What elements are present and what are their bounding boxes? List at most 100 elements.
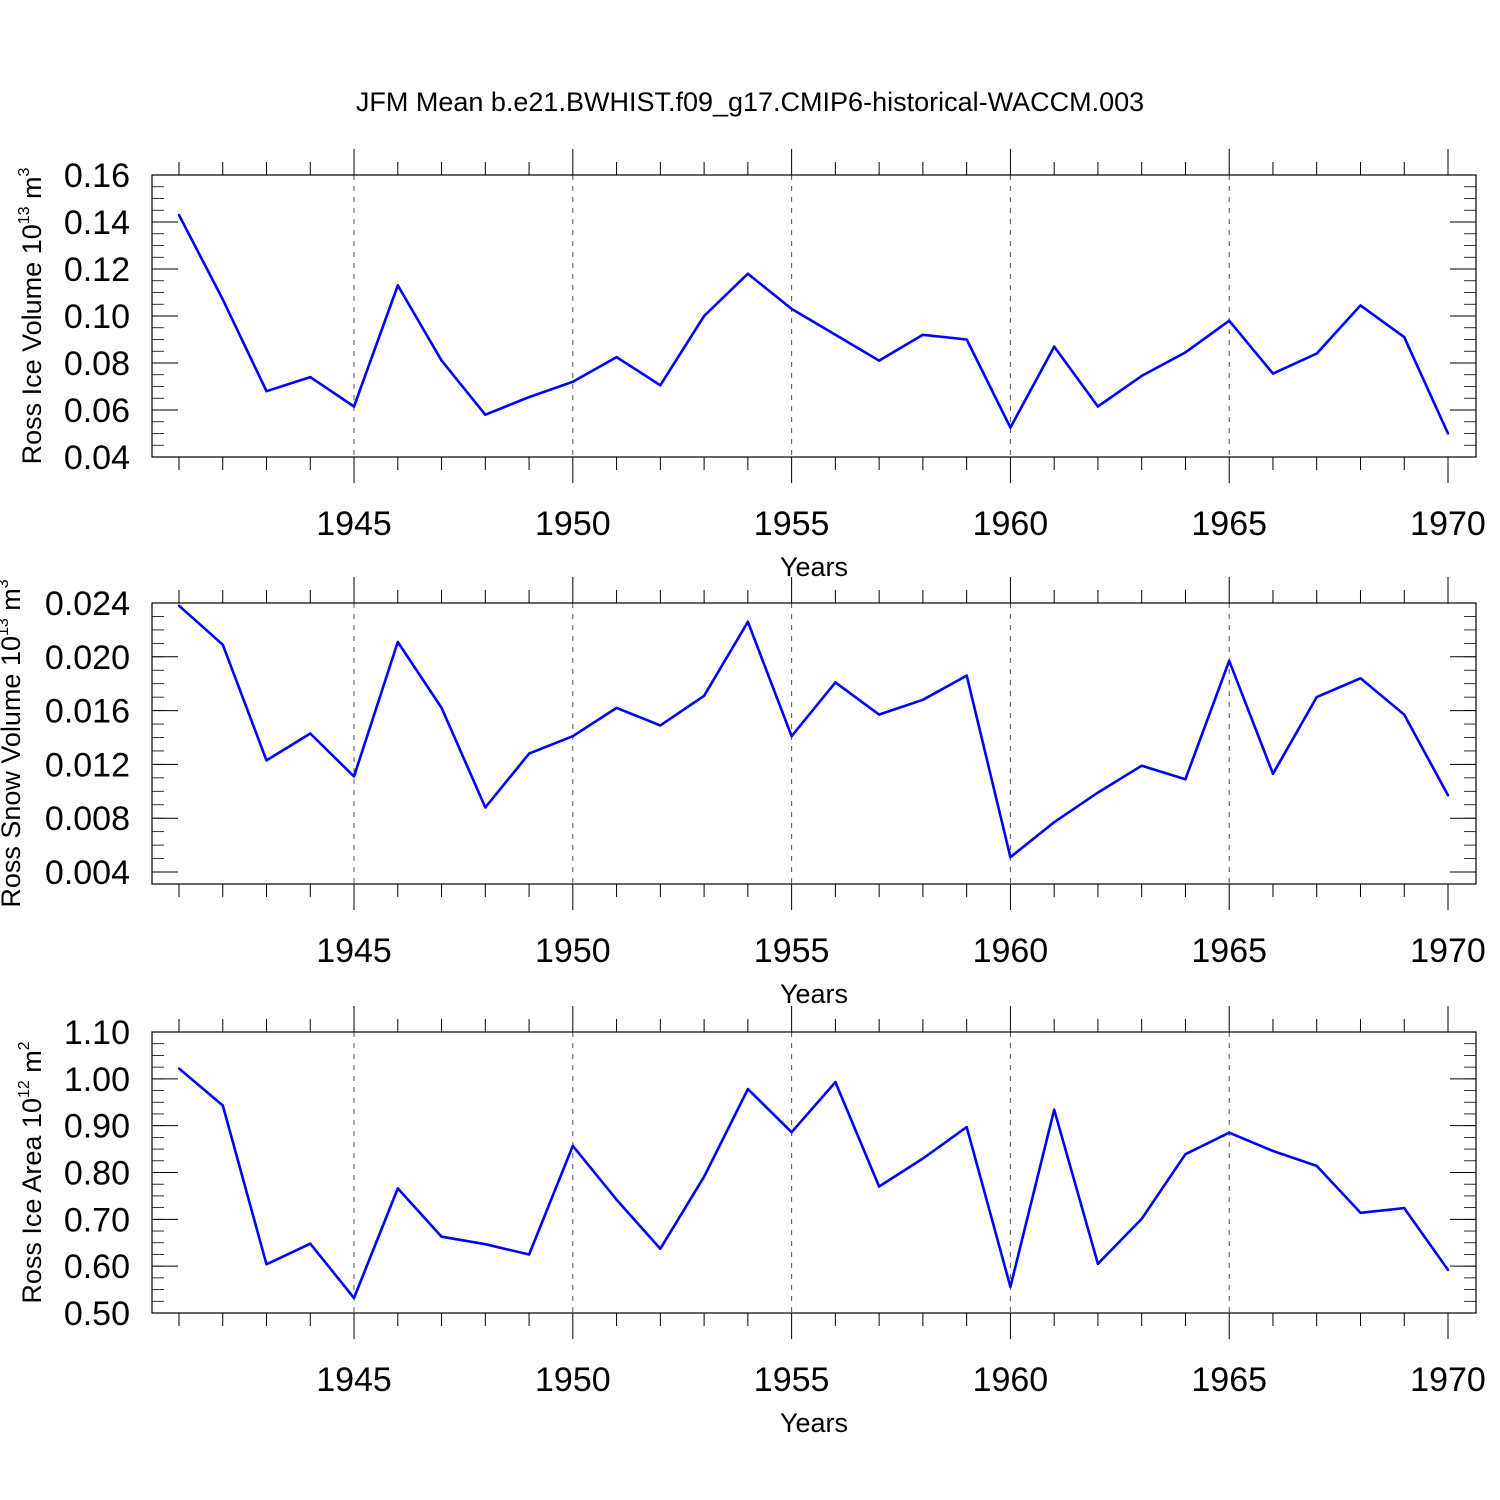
data-point (659, 384, 662, 387)
data-point (746, 272, 750, 275)
series-line (178, 1067, 1450, 1300)
x-tick-label: 1970 (1410, 1361, 1486, 1399)
data-point (221, 643, 224, 646)
data-point (965, 338, 968, 341)
data-point (352, 405, 356, 408)
data-point (1359, 677, 1362, 680)
x-tick-label: 1965 (1191, 1361, 1267, 1399)
data-point (1446, 794, 1450, 797)
data-point (702, 694, 706, 698)
x-axis-label: Years (780, 552, 848, 582)
data-point (177, 604, 181, 607)
data-point (1009, 856, 1012, 859)
data-point (834, 681, 837, 684)
y-axis-label: Ross Snow Volume 1013 m3 (0, 579, 26, 907)
data-point (1184, 777, 1187, 781)
x-tick-label: 1945 (316, 1361, 392, 1399)
data-point (571, 1144, 575, 1148)
data-point (440, 359, 443, 362)
y-tick-label: 0.08 (64, 345, 130, 383)
y-tick-label: 0.12 (64, 251, 130, 289)
data-point (1228, 319, 1231, 322)
data-point (1446, 1268, 1450, 1272)
data-point (965, 1125, 968, 1129)
chart-panel-1: 0.04 0.06 0.08 0.10 0.12 0.14 0.16 1945 1950 1955… (16, 149, 1486, 582)
data-point (396, 284, 399, 287)
y-tick-label: 0.06 (64, 392, 130, 430)
data-point (484, 806, 487, 809)
x-tick-label: 1955 (754, 505, 830, 543)
data-point (921, 1157, 925, 1160)
y-tick-label: 0.020 (45, 639, 130, 677)
y-tick-label: 1.10 (64, 1014, 130, 1052)
y-axis-label: Ross Ice Area 1012 m2 (16, 1041, 47, 1303)
y-tick-label: 0.008 (45, 800, 130, 838)
data-point (352, 775, 356, 778)
plot-frame (151, 602, 1477, 885)
x-tick-label: 1955 (754, 1361, 830, 1399)
chart-panel-2: 0.004 0.008 0.012 0.016 0.020 0.024 1945 1950 19… (0, 577, 1486, 1009)
data-point (1359, 304, 1362, 307)
data-point (221, 1104, 224, 1107)
data-point (790, 734, 793, 738)
data-point (571, 380, 575, 383)
data-point (1096, 1262, 1100, 1266)
data-point (440, 1235, 443, 1238)
data-point (1009, 426, 1012, 429)
data-point (702, 314, 706, 318)
y-tick-label: 0.012 (45, 746, 130, 784)
data-point (615, 1198, 618, 1201)
data-point (484, 1242, 487, 1246)
data-point (352, 1296, 356, 1300)
data-point (1271, 1149, 1275, 1153)
data-point (396, 1187, 399, 1190)
y-tick-label: 0.14 (64, 204, 130, 242)
data-point (309, 1242, 312, 1245)
data-point (1140, 374, 1143, 378)
data-point (659, 724, 662, 727)
data-point (1403, 713, 1406, 716)
data-point (834, 1080, 837, 1084)
data-point (1403, 1206, 1406, 1210)
data-point (527, 1253, 531, 1256)
x-tick-label: 1960 (973, 1361, 1049, 1399)
x-axis-label: Years (780, 979, 848, 1009)
data-point (1228, 1131, 1231, 1134)
data-point (1315, 1164, 1318, 1168)
data-point (877, 713, 881, 716)
data-point (1403, 335, 1406, 339)
data-point (1052, 821, 1056, 824)
data-point (877, 1185, 881, 1188)
data-point (177, 213, 181, 217)
data-point (877, 359, 881, 362)
series-line (177, 214, 1450, 435)
data-point (265, 1263, 268, 1266)
plot-frame (151, 1031, 1477, 1314)
data-point (265, 759, 268, 762)
x-axis-label: Years (780, 1408, 848, 1438)
data-point (1315, 352, 1318, 355)
x-tick-label: 1960 (973, 505, 1049, 543)
data-point (1140, 1217, 1143, 1221)
data-point (221, 298, 224, 301)
data-point (834, 333, 837, 336)
data-point (1096, 791, 1100, 794)
y-tick-label: 1.00 (64, 1061, 130, 1099)
data-point (1359, 1211, 1362, 1214)
series-line (178, 604, 1450, 859)
x-tick-label: 1965 (1191, 505, 1267, 543)
y-tick-label: 0.70 (64, 1201, 130, 1239)
y-tick-label: 0.10 (64, 298, 130, 336)
data-point (790, 307, 793, 311)
x-tick-label: 1965 (1191, 932, 1267, 970)
x-tick-label: 1950 (535, 505, 611, 543)
data-point (921, 333, 925, 336)
x-tick-label: 1970 (1410, 932, 1486, 970)
chart-title: JFM Mean b.e21.BWHIST.f09_g17.CMIP6-hist… (356, 87, 1144, 117)
y-axis-label: Ross Ice Volume 1013 m3 (16, 167, 47, 464)
x-tick-label: 1950 (535, 1361, 611, 1399)
data-point (702, 1175, 706, 1178)
data-point (746, 620, 750, 624)
y-tick-label: 0.04 (64, 439, 130, 477)
data-point (746, 1087, 750, 1091)
